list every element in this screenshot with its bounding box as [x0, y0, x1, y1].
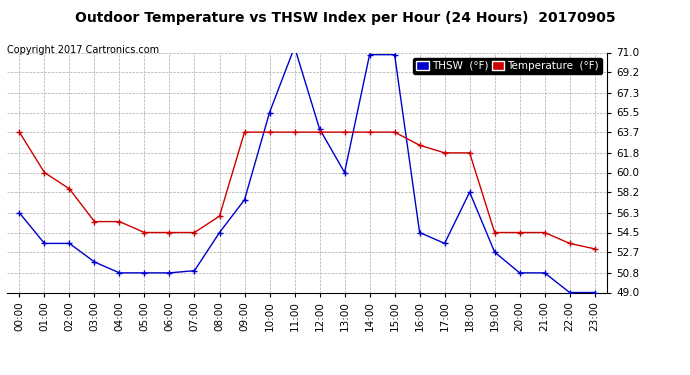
Text: Outdoor Temperature vs THSW Index per Hour (24 Hours)  20170905: Outdoor Temperature vs THSW Index per Ho…: [75, 11, 615, 25]
Text: Copyright 2017 Cartronics.com: Copyright 2017 Cartronics.com: [7, 45, 159, 55]
Legend: THSW  (°F), Temperature  (°F): THSW (°F), Temperature (°F): [413, 58, 602, 74]
